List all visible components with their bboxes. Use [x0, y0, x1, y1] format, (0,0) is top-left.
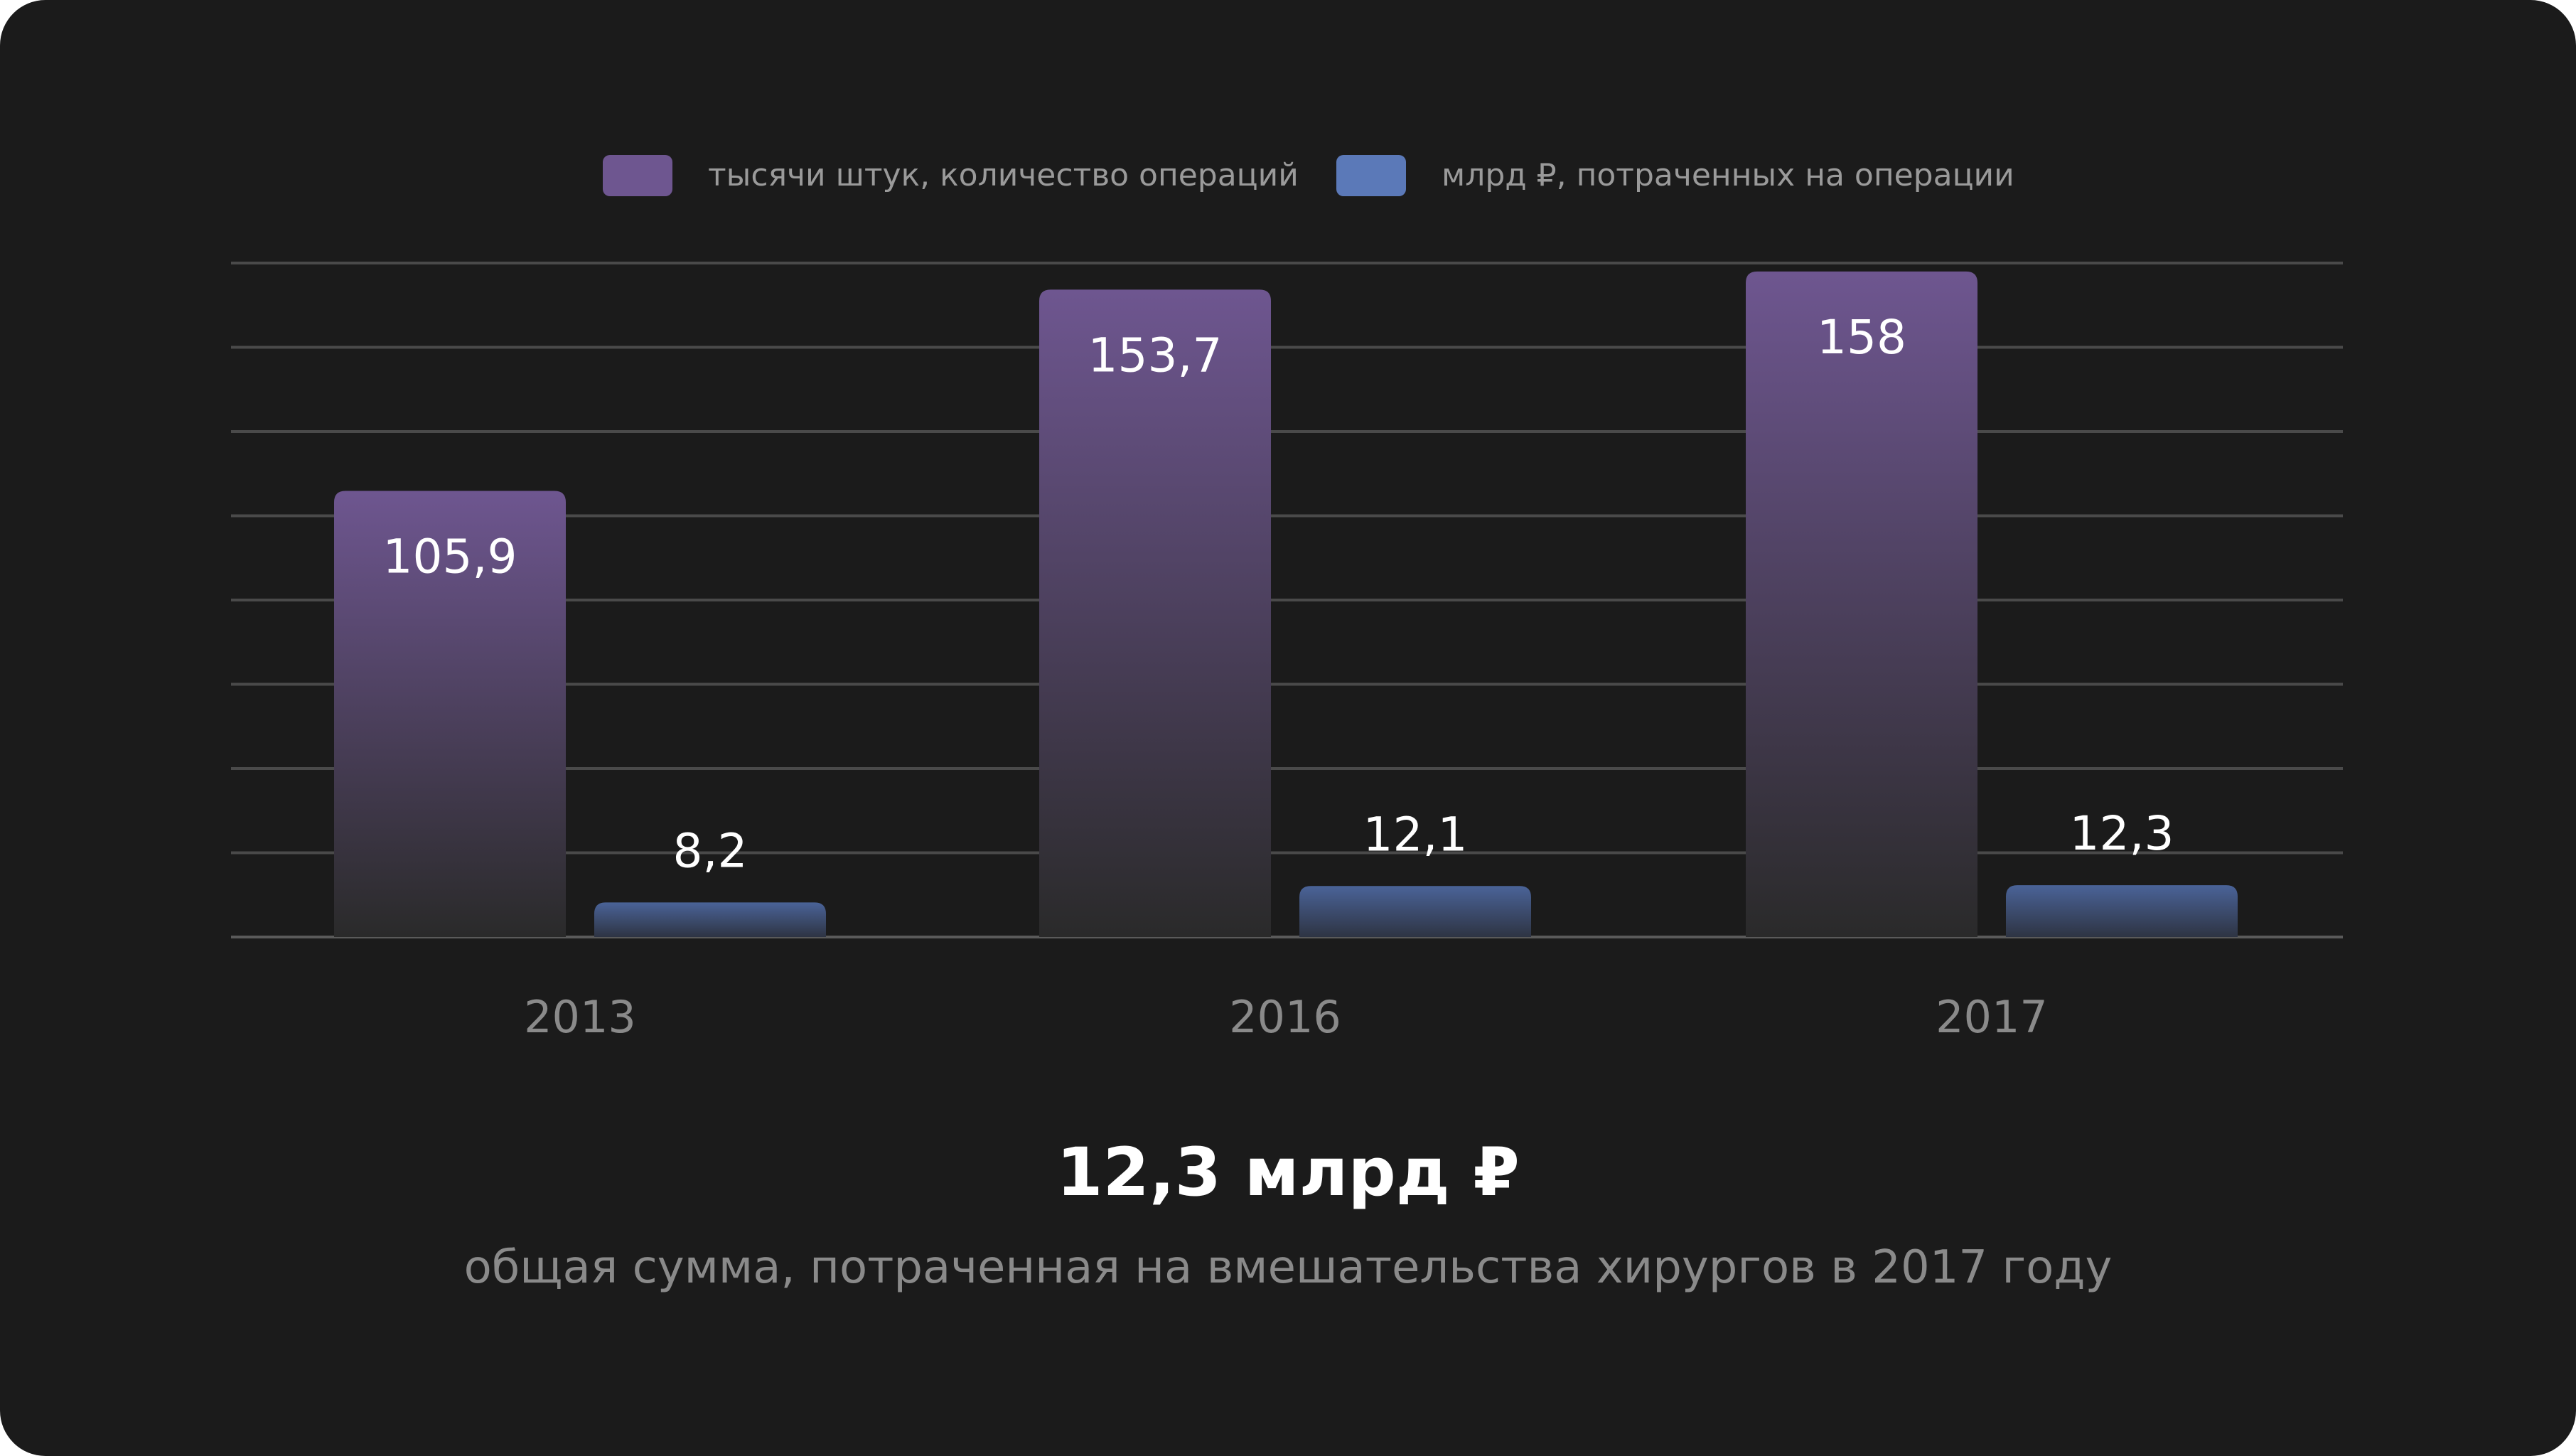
- data-labels: 105,9 8,2 153,7 12,1 158 12,3: [383, 310, 2174, 879]
- x-tick-label-2013: 2013: [524, 991, 636, 1043]
- x-tick-label-2016: 2016: [1229, 991, 1341, 1043]
- legend-label-operations-count: тысячи штук, количество операций: [708, 157, 1299, 193]
- summary-value: 12,3 млрд ₽: [1056, 1134, 1520, 1211]
- data-label-spending-2017: 12,3: [2070, 806, 2174, 861]
- legend-swatch-spending: [1336, 155, 1406, 196]
- bars: [334, 271, 2238, 938]
- bar-spending-2016: [1299, 886, 1531, 937]
- summary-caption: общая сумма, потраченная на вмешательств…: [463, 1241, 2113, 1294]
- bar-operations-count-2017: [1746, 271, 1977, 938]
- bar-operations-count-2013: [334, 491, 566, 937]
- data-label-spending-2013: 8,2: [673, 823, 748, 878]
- data-label-operations-count-2017: 158: [1817, 310, 1906, 365]
- chart-legend: тысячи штук, количество операций млрд ₽,…: [0, 151, 2576, 200]
- legend-swatch-operations-count: [603, 155, 672, 196]
- data-label-spending-2016: 12,1: [1363, 807, 1468, 862]
- legend-label-spending: млрд ₽, потраченных на операции: [1442, 157, 2014, 193]
- x-tick-label-2017: 2017: [1936, 991, 2048, 1043]
- bar-operations-count-2016: [1039, 289, 1271, 937]
- bar-spending-2013: [594, 902, 826, 937]
- data-label-operations-count-2013: 105,9: [383, 530, 517, 584]
- data-label-operations-count-2016: 153,7: [1088, 328, 1223, 382]
- grid-lines: [231, 262, 2343, 938]
- bar-chart: 105,9 8,2 153,7 12,1 158 12,3 2013 2016 2017: [231, 262, 2343, 1043]
- x-tick-labels: 2013 2016 2017: [524, 991, 2048, 1043]
- bar-spending-2017: [2006, 885, 2238, 937]
